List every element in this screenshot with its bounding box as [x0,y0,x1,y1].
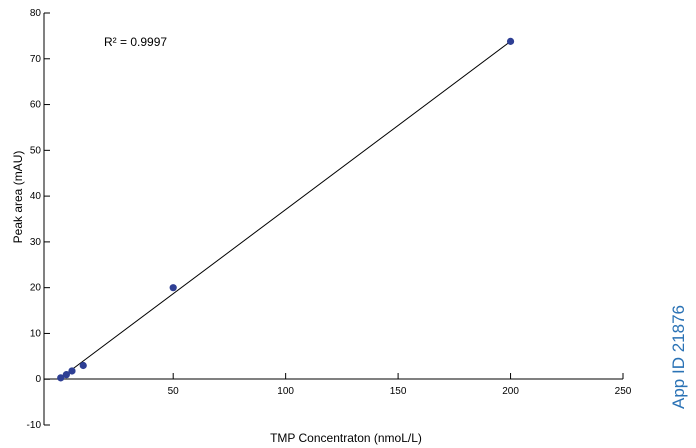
x-tick-label: 50 [168,386,180,397]
data-points [57,37,515,382]
y-tick-label: 30 [30,237,42,248]
trendline [60,40,511,379]
data-point [57,374,65,382]
y-tick-label: 60 [30,100,42,111]
r-squared-annotation: R² = 0.9997 [104,35,167,49]
y-axis: -10 0 10 20 30 40 50 60 70 80 [27,8,50,431]
y-tick-label: -10 [27,420,42,431]
y-tick-label: 50 [30,145,42,156]
data-point [68,367,76,375]
data-point [169,284,177,292]
y-axis-title: Peak area (mAU) [11,151,25,244]
y-tick-label: 20 [30,283,42,294]
data-point [79,361,87,370]
data-point [62,371,70,379]
y-tick-label: 80 [30,8,42,19]
x-tick-label: 150 [390,386,407,397]
x-axis-title: TMP Concentraton (nmoL/L) [270,431,422,445]
y-tick-label: 70 [30,54,42,65]
x-axis: 50 100 150 200 250 [44,373,632,397]
y-tick-label: 40 [30,191,42,202]
data-point [506,37,515,45]
x-tick-label: 250 [615,386,632,397]
y-tick-label: 10 [30,328,42,339]
y-tick-label: 0 [35,374,41,385]
x-tick-label: 200 [502,386,519,397]
x-tick-label: 100 [277,386,294,397]
app-id-label: App ID 21876 [669,305,688,409]
